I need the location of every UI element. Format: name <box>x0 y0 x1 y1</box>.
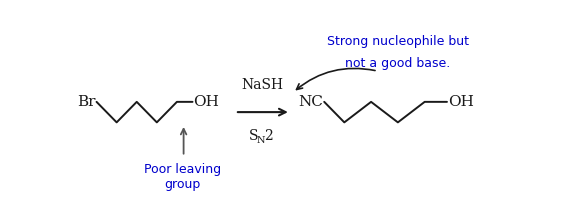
Text: NC: NC <box>298 95 323 109</box>
Text: NaSH: NaSH <box>241 78 283 92</box>
Text: S: S <box>249 129 259 143</box>
Text: 2: 2 <box>264 129 272 143</box>
Text: OH: OH <box>194 95 219 109</box>
Text: Br: Br <box>77 95 96 109</box>
Text: OH: OH <box>448 95 474 109</box>
Text: not a good base.: not a good base. <box>345 57 450 70</box>
Text: Poor leaving
group: Poor leaving group <box>144 163 221 191</box>
Text: N: N <box>256 136 265 145</box>
Text: Strong nucleophile but: Strong nucleophile but <box>327 35 469 48</box>
